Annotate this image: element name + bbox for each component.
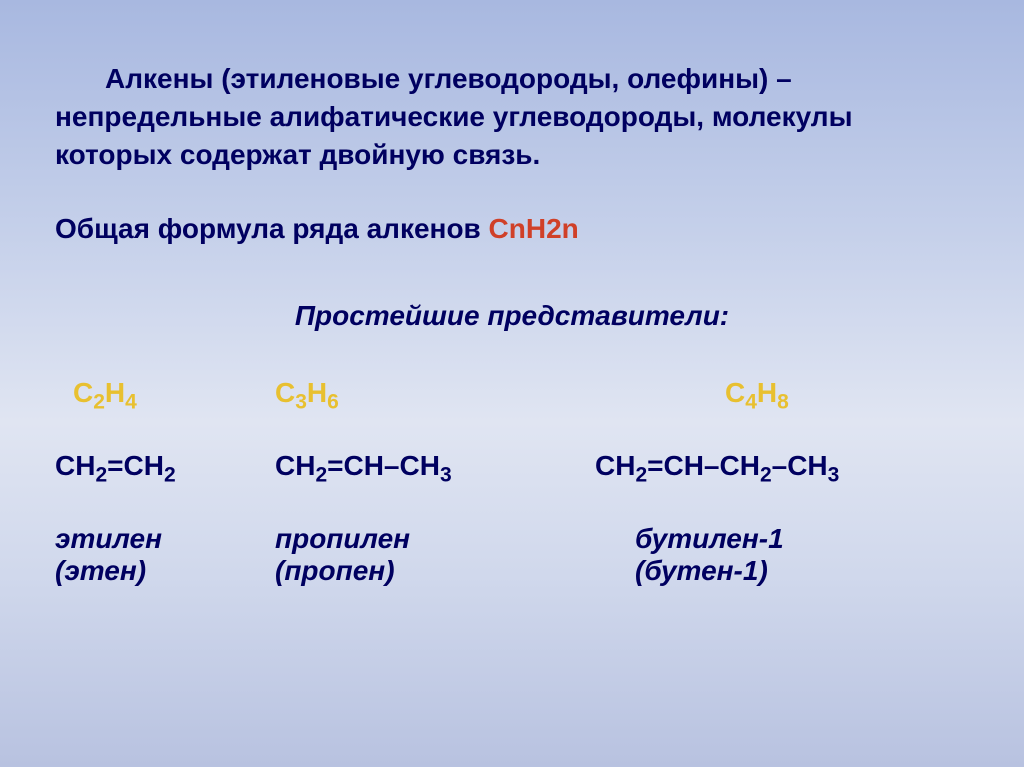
names-row: этилен (этен) пропилен (пропен) бутилен-…: [55, 523, 969, 587]
structural-formula: CH2=CH–CH2–CH3: [595, 450, 839, 481]
molecular-formula: C3H6: [275, 377, 339, 408]
compound-name: пропилен: [275, 523, 595, 555]
compound-name: бутилен-1: [635, 523, 969, 555]
general-formula: CnH2n: [489, 213, 579, 244]
structural-formula: CH2=CH–CH3: [275, 450, 452, 481]
molecular-formula: C2H4: [73, 377, 137, 408]
representatives-heading: Простейшие представители:: [55, 300, 969, 332]
compound-alt-name: (этен): [55, 555, 275, 587]
compound-alt-name: (бутен-1): [635, 555, 969, 587]
structural-row: CH2=CH2 CH2=CH–CH3 CH2=CH–CH2–CH3: [55, 450, 969, 488]
compound-name: этилен: [55, 523, 275, 555]
compound-alt-name: (пропен): [275, 555, 595, 587]
definition-text: Алкены (этиленовые углеводороды, олефины…: [55, 60, 969, 173]
structural-formula: CH2=CH2: [55, 450, 176, 481]
general-formula-line: Общая формула ряда алкенов CnH2n: [55, 213, 969, 245]
molecular-row: C2H4 C3H6 C4H8: [55, 377, 969, 415]
formula-prefix: Общая формула ряда алкенов: [55, 213, 489, 244]
molecular-formula: C4H8: [725, 377, 789, 408]
